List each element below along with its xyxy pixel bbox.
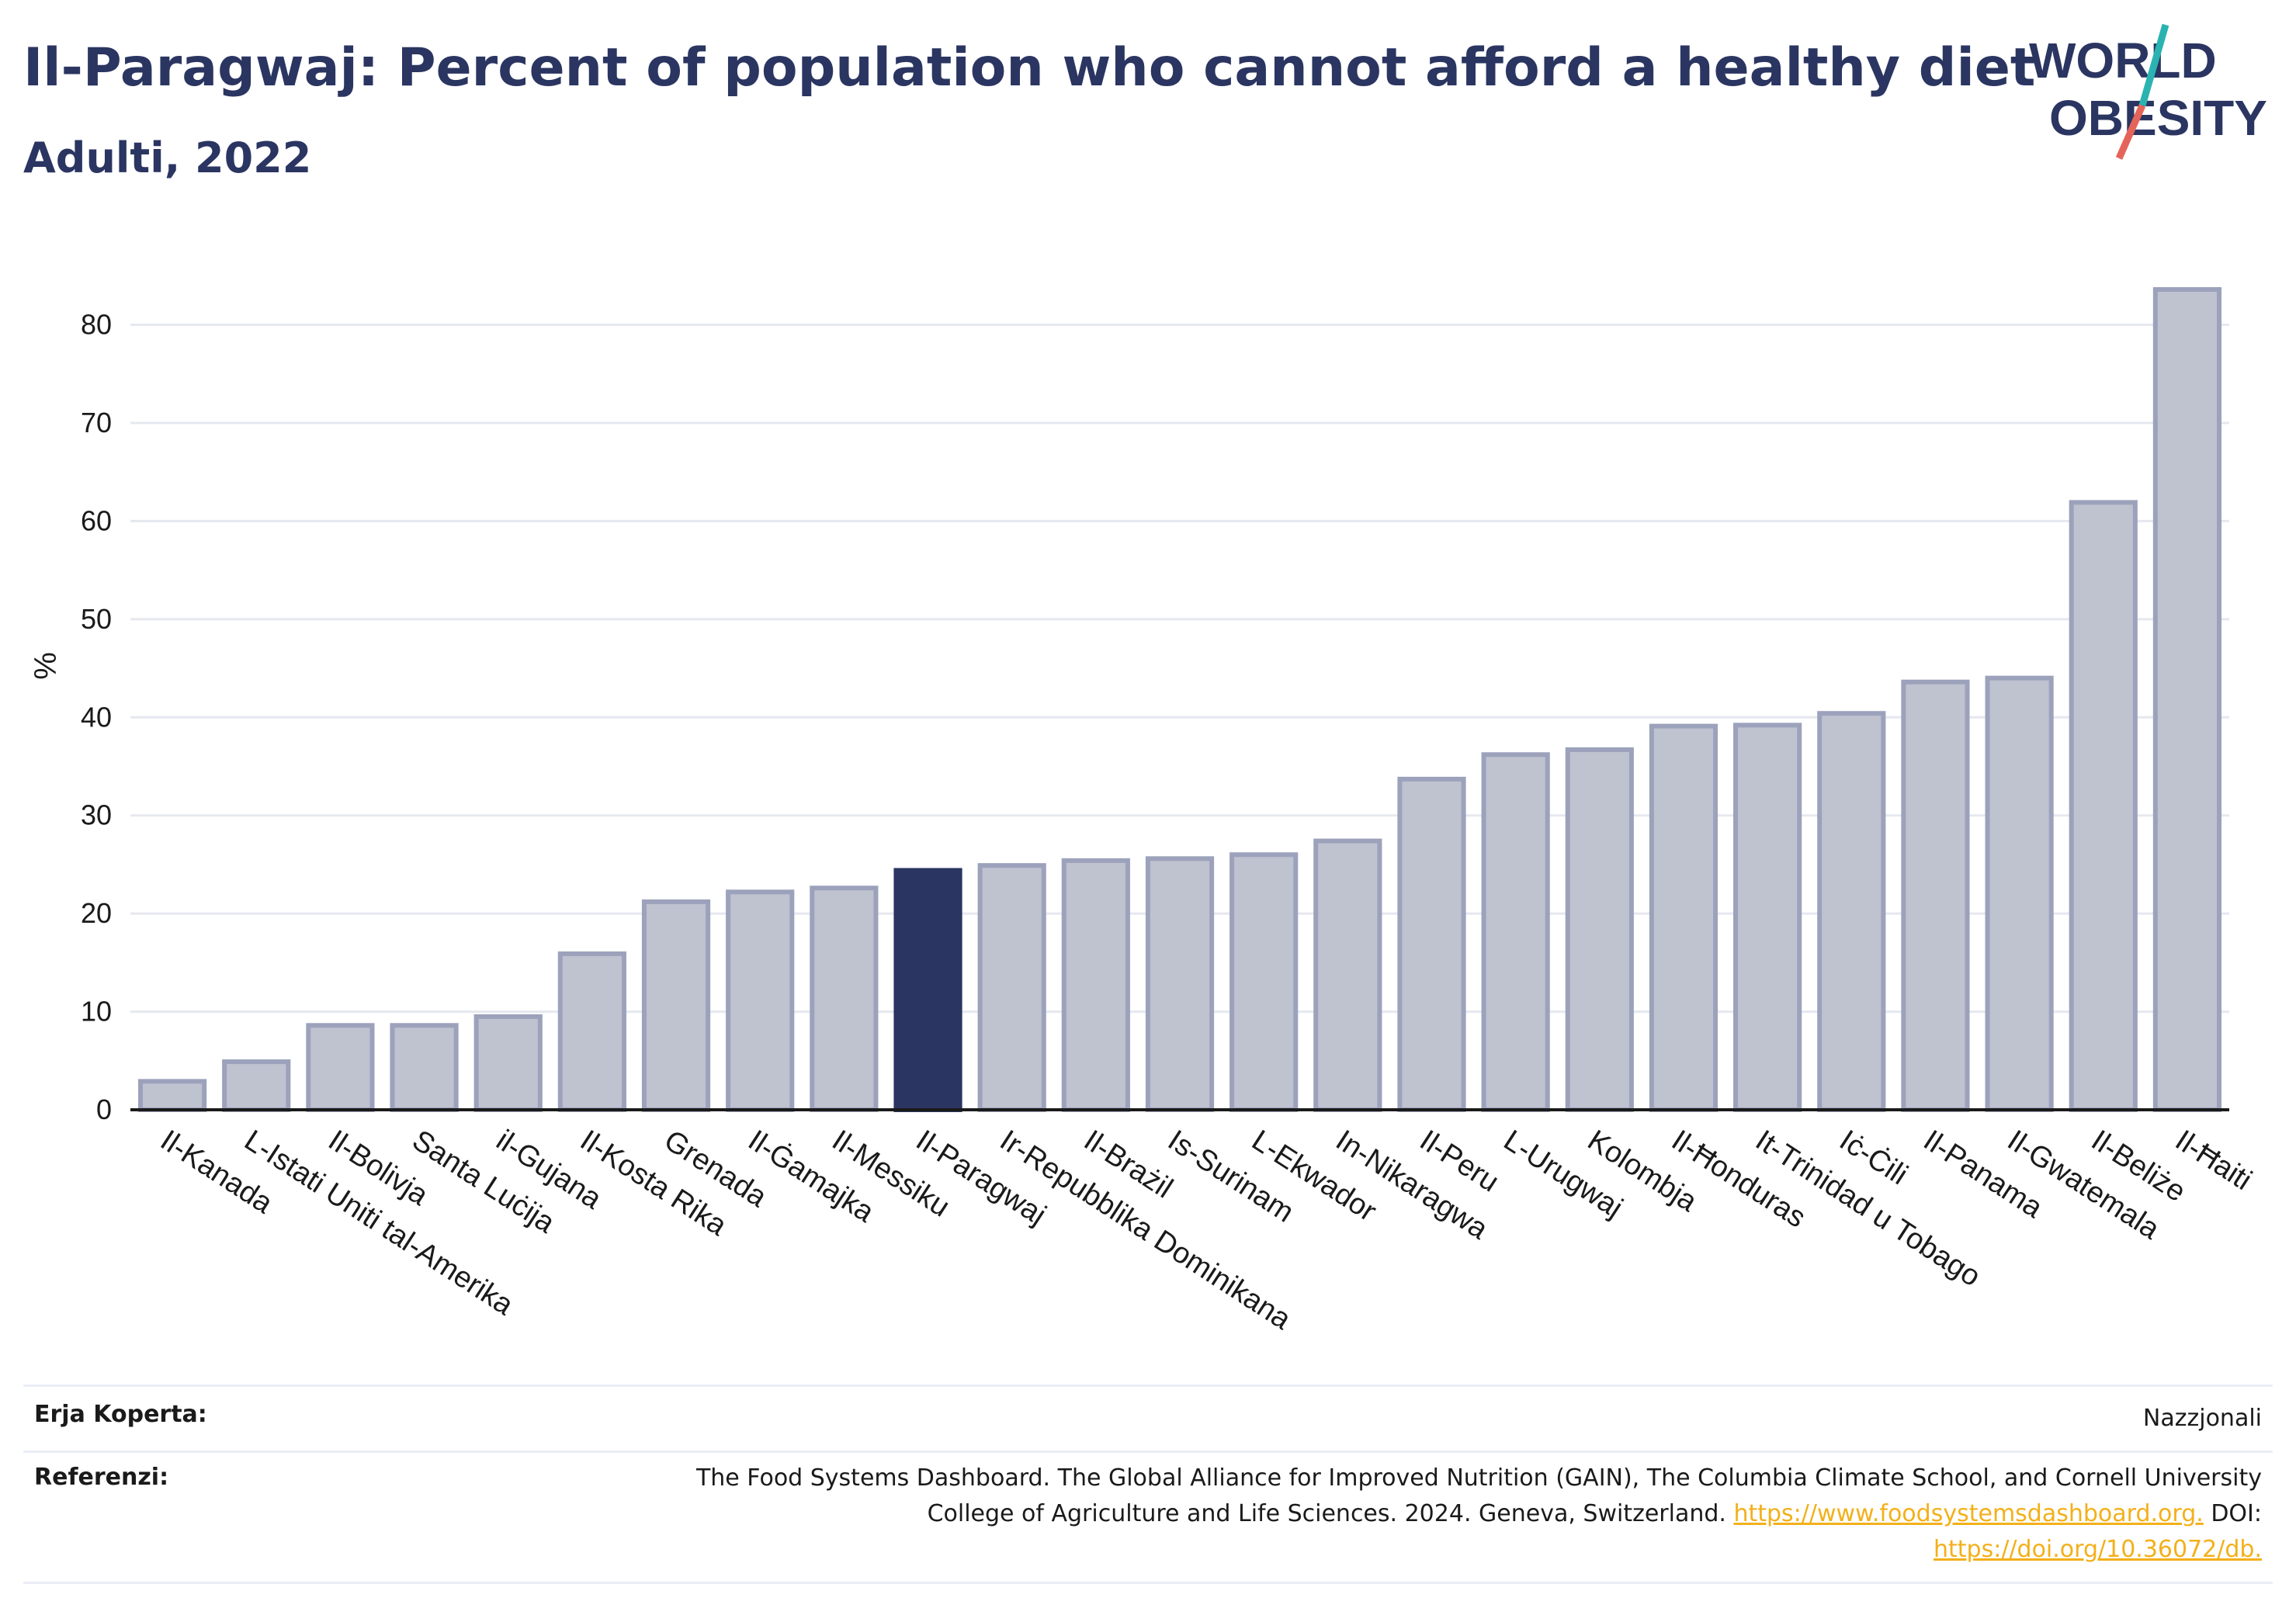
y-tick-label: 0	[96, 1093, 112, 1125]
bar	[1313, 838, 1382, 1112]
bar	[1145, 856, 1215, 1113]
bar	[1901, 679, 1970, 1112]
bar	[1230, 852, 1299, 1113]
bar	[1061, 858, 1130, 1112]
y-tick-label: 30	[81, 799, 112, 831]
chart-area: 0 10 20 30 40 50 60 70 80% Il-Kanada L-Istati Unit…	[29, 286, 2257, 1336]
world-obesity-logo: WORLD OBESITY	[2029, 23, 2267, 160]
y-axis-label: %	[29, 652, 63, 680]
bar	[893, 868, 962, 1112]
y-tick-label: 40	[81, 701, 112, 733]
bar	[473, 1014, 543, 1112]
bar	[641, 899, 711, 1112]
coverage-row: Erja Koperta: Nazzjonali	[23, 1385, 2273, 1450]
y-tick-label: 50	[81, 603, 112, 635]
y-tick-label: 80	[81, 309, 112, 341]
reference-line-2-text: College of Agriculture and Life Sciences…	[927, 1500, 1734, 1527]
reference-line-2: College of Agriculture and Life Sciences…	[23, 1496, 2262, 1532]
chart-footer: Erja Koperta: Nazzjonali Referenzi: The …	[23, 1385, 2273, 1584]
logo-slash-red	[2115, 104, 2146, 160]
bar	[810, 886, 879, 1113]
doi-link[interactable]: https://doi.org/10.36072/db.	[1934, 1536, 2262, 1563]
bar	[137, 1079, 207, 1113]
doi-label: DOI:	[2203, 1500, 2262, 1527]
bar	[1565, 747, 1634, 1112]
bar	[726, 889, 795, 1112]
dashboard-link[interactable]: https://www.foodsystemsdashboard.org.	[1733, 1500, 2204, 1527]
reference-line-3: https://doi.org/10.36072/db.	[23, 1532, 2262, 1568]
reference-line-1: The Food Systems Dashboard. The Global A…	[695, 1464, 2262, 1492]
references-label: Referenzi:	[34, 1464, 169, 1491]
coverage-label: Erja Koperta:	[34, 1401, 207, 1428]
bar	[1481, 752, 1550, 1112]
y-tick-label: 60	[81, 504, 112, 536]
bar	[222, 1059, 291, 1113]
bar	[2152, 286, 2222, 1112]
bar	[2069, 500, 2138, 1112]
y-tick-label: 10	[81, 996, 112, 1028]
bar	[306, 1023, 375, 1113]
logo-slash-teal	[2138, 23, 2169, 107]
bar	[390, 1023, 459, 1113]
coverage-value: Nazzjonali	[2142, 1405, 2262, 1432]
bar	[1733, 723, 1802, 1112]
bar	[1397, 776, 1466, 1112]
bar	[557, 951, 626, 1113]
y-tick-label: 70	[81, 407, 112, 438]
logo-word-world: WORLD	[2029, 33, 2217, 88]
bar	[977, 863, 1046, 1112]
references-text: The Food Systems Dashboard. The Global A…	[23, 1453, 2273, 1568]
bar	[1817, 711, 1886, 1112]
y-tick-label: 20	[81, 897, 112, 929]
bar	[1649, 723, 1719, 1113]
chart-title: Il-Paragwaj: Percent of population who c…	[23, 37, 2036, 99]
logo-word-obesity: OBESITY	[2049, 90, 2267, 146]
references-row: Referenzi: The Food Systems Dashboard. T…	[23, 1450, 2273, 1584]
chart-subtitle: Adulti, 2022	[23, 133, 312, 182]
bar	[1985, 675, 2054, 1112]
